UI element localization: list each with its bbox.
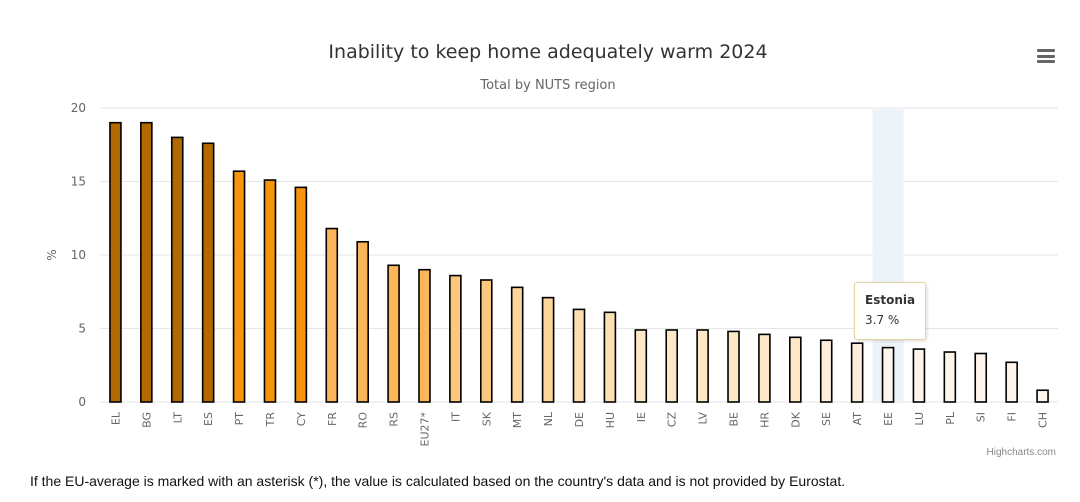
bar-nl[interactable] bbox=[541, 296, 555, 403]
bar-es[interactable] bbox=[201, 142, 215, 403]
bar-at[interactable] bbox=[850, 342, 864, 403]
bar-lu[interactable] bbox=[912, 348, 926, 403]
bar-el[interactable] bbox=[109, 121, 122, 403]
x-tick-label: SI bbox=[975, 412, 988, 422]
x-tick-label: AT bbox=[851, 412, 864, 426]
bar-lv[interactable] bbox=[696, 329, 709, 403]
y-tick-label: 10 bbox=[71, 248, 86, 262]
bar-mt[interactable] bbox=[510, 286, 524, 403]
y-axis-label: % bbox=[45, 249, 59, 260]
x-tick-label: LT bbox=[171, 412, 184, 424]
x-tick-label: DK bbox=[789, 411, 802, 427]
x-tick-label: EL bbox=[109, 411, 122, 425]
x-tick-label: HU bbox=[604, 412, 617, 428]
x-tick-label: RS bbox=[388, 412, 401, 427]
bar-tr[interactable] bbox=[263, 179, 277, 403]
bar-rs[interactable] bbox=[387, 264, 400, 403]
x-tick-label: SK bbox=[480, 411, 493, 426]
bar-ee[interactable] bbox=[881, 346, 895, 403]
x-tick-label: CY bbox=[295, 412, 308, 426]
x-tick-label: PT bbox=[233, 412, 246, 426]
x-tick-label: BG bbox=[140, 412, 153, 428]
x-tick-label: PL bbox=[944, 411, 957, 425]
x-tick-label: EE bbox=[882, 412, 895, 426]
x-tick-label: RO bbox=[357, 412, 370, 429]
chart-container: Inability to keep home adequately warm 2… bbox=[45, 41, 1058, 447]
x-tick-label: NL bbox=[542, 411, 555, 426]
bar-sk[interactable] bbox=[479, 279, 493, 403]
x-tick-label: SE bbox=[820, 412, 833, 426]
bar-bg[interactable] bbox=[140, 121, 153, 403]
bar-dk[interactable] bbox=[789, 336, 802, 403]
x-tick-label: CZ bbox=[666, 412, 679, 428]
x-tick-label: FI bbox=[1006, 412, 1019, 422]
footnote: If the EU-average is marked with an aste… bbox=[30, 473, 846, 489]
x-tick-label: EU27* bbox=[418, 412, 431, 447]
bar-eu27[interactable] bbox=[418, 268, 431, 403]
bars[interactable] bbox=[109, 121, 1049, 403]
bar-ch[interactable] bbox=[1036, 389, 1049, 403]
hamburger-menu-icon bbox=[1037, 54, 1055, 58]
bar-be[interactable] bbox=[727, 330, 740, 403]
bar-cz[interactable] bbox=[665, 329, 679, 403]
x-tick-label: BE bbox=[728, 412, 741, 427]
x-tick-label: HR bbox=[758, 412, 771, 428]
x-tick-label: FR bbox=[326, 412, 339, 426]
bar-ro[interactable] bbox=[356, 240, 369, 403]
x-tick-labels: EL BG LT ES PT TR CY FR RO RS EU27* IT SK MT NL DE HU IE C… bbox=[109, 411, 1049, 446]
chart-title: Inability to keep home adequately warm 2… bbox=[328, 41, 767, 63]
x-tick-label: IE bbox=[635, 412, 648, 422]
bar-de[interactable] bbox=[572, 308, 586, 403]
bar-hu[interactable] bbox=[603, 311, 617, 403]
x-tick-label: MT bbox=[511, 412, 524, 428]
y-tick-label: 20 bbox=[71, 101, 86, 115]
x-tick-label: LV bbox=[697, 412, 710, 425]
tooltip-country: Estonia bbox=[865, 293, 916, 307]
bar-fr[interactable] bbox=[325, 227, 339, 403]
chart-subtitle: Total by NUTS region bbox=[479, 78, 615, 93]
x-tick-label: DE bbox=[573, 412, 586, 427]
hamburger-menu-icon bbox=[1037, 60, 1055, 63]
x-tick-label: CH bbox=[1037, 412, 1050, 428]
y-tick-label: 0 bbox=[78, 395, 86, 409]
hamburger-menu-icon bbox=[1037, 49, 1055, 52]
bar-ie[interactable] bbox=[634, 329, 648, 403]
bar-si[interactable] bbox=[974, 352, 988, 403]
y-tick-label: 15 bbox=[71, 175, 86, 189]
bar-lt[interactable] bbox=[170, 136, 184, 403]
credits-link[interactable]: Highcharts.com bbox=[986, 447, 1056, 458]
x-tick-label: ES bbox=[202, 412, 215, 426]
bar-cy[interactable] bbox=[294, 186, 308, 403]
bar-fi[interactable] bbox=[1005, 361, 1018, 403]
bar-hr[interactable] bbox=[758, 333, 771, 403]
y-tick-label: 5 bbox=[78, 322, 86, 336]
chart-menu-button[interactable] bbox=[1034, 46, 1058, 66]
bar-pl[interactable] bbox=[943, 351, 957, 403]
tooltip: Estonia 3.7 % bbox=[854, 282, 926, 340]
y-tick-labels: 0 5 10 15 20 bbox=[71, 101, 86, 409]
x-tick-label: IT bbox=[449, 412, 462, 422]
bar-pt[interactable] bbox=[232, 170, 246, 403]
x-tick-label: TR bbox=[264, 412, 277, 428]
tooltip-value: 3.7 % bbox=[865, 313, 900, 327]
x-tick-label: LU bbox=[913, 412, 926, 426]
bar-chart: Inability to keep home adequately warm 2… bbox=[45, 41, 1058, 447]
bar-it[interactable] bbox=[449, 274, 462, 403]
bar-se[interactable] bbox=[819, 339, 833, 403]
